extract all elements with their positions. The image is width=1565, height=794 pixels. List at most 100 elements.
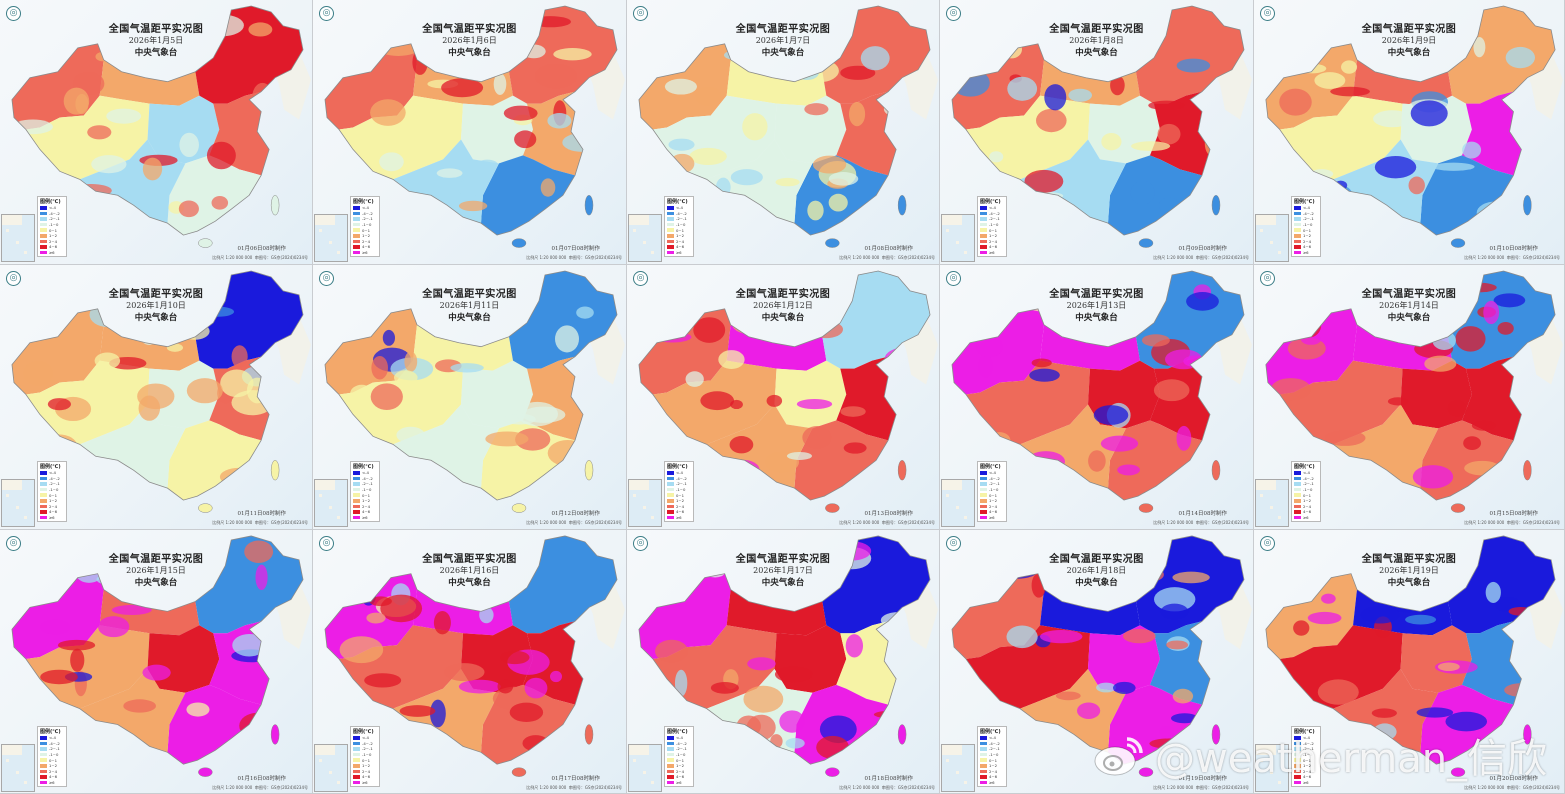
legend-label: ≥6: [676, 515, 682, 521]
china-anomaly-map: [638, 535, 939, 777]
china-anomaly-map: [1265, 535, 1564, 777]
legend-row: 4~6: [980, 774, 1004, 780]
legend-label: 4~6: [362, 774, 371, 780]
temperature-anomaly-map-panel: ◎ 全国气温距平实况图 2026年1月7日 中央气象台 图例(℃) <-4 -4~…: [627, 0, 940, 265]
legend-swatch: [353, 239, 360, 244]
map-date: 2026年1月13日: [1066, 301, 1127, 310]
legend-row: -2~-1: [1294, 481, 1318, 487]
legend-swatch: [40, 741, 47, 746]
map-organization: 中央气象台: [134, 313, 178, 323]
map-organization: 中央气象台: [448, 313, 491, 323]
legend-label: 4~6: [989, 509, 998, 515]
legend-label: 0~1: [362, 492, 371, 498]
map-organization: 中央气象台: [761, 313, 805, 323]
legend-row: -1~0: [1294, 222, 1318, 228]
legend-row: 0~1: [667, 757, 691, 763]
legend-row: -2~-1: [980, 481, 1004, 487]
legend-label: <-4: [362, 205, 369, 211]
legend-swatch: [1294, 515, 1301, 520]
map-legend: 图例(℃) <-4 -4~-2 -2~-1 -1~0 0~1 1~2 2~4 4~6 ≥6: [664, 461, 694, 523]
approval-number: 审图号：GS京(2024)0234号: [254, 785, 308, 790]
legend-swatch: [1294, 234, 1301, 238]
scale-text: 比例尺 1:20 000 000: [212, 785, 253, 790]
legend-label: -1~0: [49, 487, 59, 493]
legend-label: 2~4: [49, 503, 58, 509]
legend-row: 0~1: [40, 227, 64, 233]
production-time: 01月20日08时制作: [1489, 776, 1539, 782]
south-china-sea-inset: [941, 214, 975, 262]
production-time: 01月10日08时制作: [1489, 246, 1539, 252]
legend-swatch: [40, 250, 47, 255]
legend-row: -2~-1: [980, 746, 1004, 752]
legend-label: 1~2: [676, 498, 685, 504]
legend-row: 0~1: [353, 492, 377, 498]
weibo-logo-icon: [1093, 733, 1145, 777]
legend-row: 4~6: [667, 509, 691, 515]
legend-swatch: [353, 206, 360, 210]
legend-label: 0~1: [1303, 227, 1312, 233]
legend-label: 0~1: [676, 227, 685, 233]
legend-row: ≥6: [1294, 515, 1318, 521]
cma-logo-icon: ◎: [633, 271, 648, 286]
legend-label: 0~1: [676, 757, 685, 763]
legend-row: 2~4: [667, 504, 691, 510]
legend-label: -1~0: [49, 222, 59, 228]
legend-row: 4~6: [1294, 244, 1318, 250]
legend-label: -2~-1: [49, 746, 60, 752]
temperature-anomaly-map-panel: ◎ 全国气温距平实况图 2026年1月16日 中央气象台 图例(℃) <-4 -4…: [313, 530, 627, 794]
legend-label: -4~-2: [1303, 210, 1314, 216]
legend-label: -2~-1: [676, 746, 687, 752]
map-title: 全国气温距平实况图: [735, 289, 831, 300]
legend-row: 1~2: [980, 233, 1004, 239]
legend-header: 图例(℃): [1294, 464, 1315, 470]
legend-label: 2~4: [676, 238, 685, 244]
legend-row: 0~1: [980, 757, 1004, 763]
legend-label: -1~0: [676, 487, 686, 493]
legend-swatch: [980, 250, 987, 255]
legend-swatch: [1294, 775, 1301, 779]
map-legend: 图例(℃) <-4 -4~-2 -2~-1 -1~0 0~1 1~2 2~4 4~6 ≥6: [1291, 196, 1321, 258]
legend-row: 0~1: [40, 757, 64, 763]
approval-number: 审图号：GS京(2024)0234号: [568, 520, 622, 525]
legend-swatch: [667, 211, 674, 216]
scale-text: 比例尺 1:20 000 000: [1464, 785, 1505, 790]
production-time: 01月06日08时制作: [237, 246, 287, 252]
south-china-sea-inset: [314, 479, 348, 527]
legend-swatch: [40, 510, 47, 514]
legend-swatch: [40, 758, 47, 762]
legend-swatch: [667, 482, 674, 486]
south-china-sea-inset: [1, 744, 35, 792]
south-china-sea-inset: [1, 479, 35, 527]
legend-row: -4~-2: [1294, 476, 1318, 482]
legend-label: 4~6: [676, 774, 685, 780]
legend-swatch: [980, 222, 987, 227]
legend-swatch: [667, 752, 674, 757]
legend-row: 4~6: [40, 244, 64, 250]
south-china-sea-inset: [1255, 479, 1289, 527]
map-date: 2026年1月9日: [1381, 36, 1437, 45]
production-time: 01月12日08时制作: [551, 511, 601, 517]
legend-row: -1~0: [667, 222, 691, 228]
temperature-anomaly-map-panel: ◎ 全国气温距平实况图 2026年1月6日 中央气象台 图例(℃) <-4 -4~…: [313, 0, 627, 265]
temperature-anomaly-map-panel: ◎ 全国气温距平实况图 2026年1月11日 中央气象台 图例(℃) <-4 -4…: [313, 265, 627, 530]
legend-row: 0~1: [980, 227, 1004, 233]
legend-row: ≥6: [1294, 250, 1318, 256]
legend-label: ≥6: [989, 515, 995, 521]
legend-row: -1~0: [40, 487, 64, 493]
legend-row: -1~0: [667, 487, 691, 493]
scale-text: 比例尺 1:20 000 000: [1464, 255, 1505, 260]
legend-row: ≥6: [40, 515, 64, 521]
legend-row: -4~-2: [667, 741, 691, 747]
legend-swatch: [1294, 758, 1301, 762]
legend-swatch: [980, 515, 987, 520]
legend-swatch: [40, 769, 47, 774]
legend-label: -1~0: [676, 752, 686, 758]
legend-label: 0~1: [989, 492, 998, 498]
cma-logo-icon: ◎: [946, 6, 961, 21]
map-organization: 中央气象台: [448, 578, 491, 588]
legend-label: <-4: [1303, 735, 1310, 741]
legend-swatch: [667, 234, 674, 238]
legend-row: 2~4: [1294, 504, 1318, 510]
china-anomaly-map: [951, 5, 1252, 248]
map-title: 全国气温距平实况图: [1049, 554, 1144, 565]
